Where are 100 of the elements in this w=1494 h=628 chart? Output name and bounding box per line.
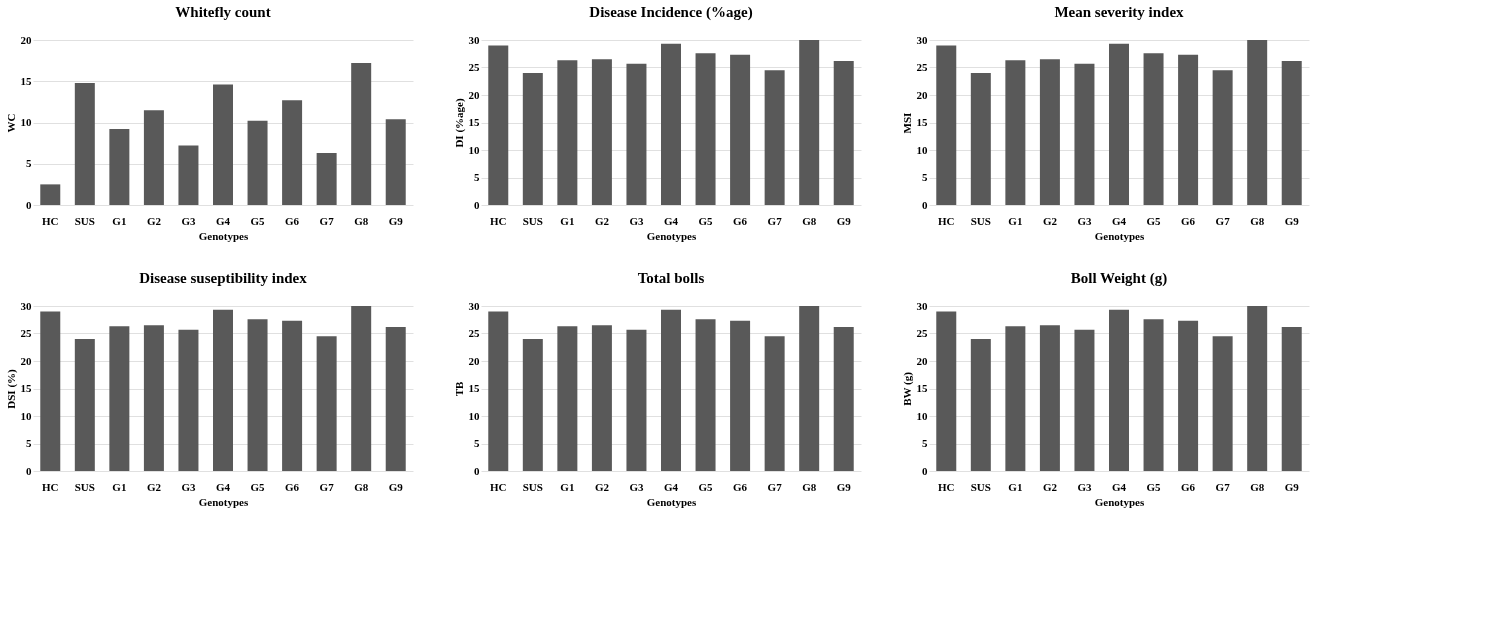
bar (488, 311, 509, 471)
bar (351, 306, 372, 471)
bar (213, 309, 233, 471)
x-tick-label: G2 (594, 480, 610, 493)
x-tick-label: G4 (663, 480, 679, 493)
y-tick-label: 20 (468, 88, 480, 101)
bar (833, 326, 854, 471)
x-tick-label: G6 (1181, 214, 1196, 227)
x-tick-label: G6 (285, 480, 300, 493)
bar (695, 319, 716, 471)
bar (143, 110, 164, 205)
chart-title: Boll Weight (g) (1070, 270, 1168, 287)
y-tick-label: 10 (468, 143, 480, 156)
x-tick-label: G1 (560, 214, 575, 227)
bar (40, 311, 61, 471)
bar (178, 329, 199, 471)
bar (730, 320, 751, 471)
y-tick-label: 20 (20, 33, 32, 46)
y-tick-label: 30 (20, 299, 32, 312)
y-tick-label: 10 (468, 409, 480, 422)
x-tick-label: G5 (698, 214, 714, 227)
x-tick-label: G2 (1042, 214, 1058, 227)
x-tick-label: G6 (733, 480, 748, 493)
x-tick-label: G2 (1042, 480, 1058, 493)
bar (40, 184, 61, 205)
x-tick-label: HC (42, 214, 59, 227)
x-tick-label: SUS (522, 480, 543, 493)
x-tick-label: G2 (146, 480, 162, 493)
x-tick-label: G4 (663, 214, 679, 227)
bar (764, 336, 785, 471)
x-tick-label: G7 (767, 214, 783, 227)
bar (109, 129, 130, 205)
bar (1039, 59, 1060, 205)
x-tick-label: G3 (181, 214, 196, 227)
bar (1109, 309, 1129, 471)
x-tick-label: HC (490, 214, 507, 227)
chart-title: Disease suseptibility index (139, 270, 308, 286)
bar (591, 325, 612, 471)
y-tick-label: 25 (468, 327, 480, 339)
bar (109, 326, 130, 471)
y-axis-title: DSI (%) (4, 368, 18, 409)
bar (247, 120, 268, 205)
x-tick-label: G7 (319, 214, 335, 227)
bar (833, 60, 854, 205)
chart-title: Mean severity index (1054, 4, 1185, 20)
x-tick-label: G1 (1008, 480, 1023, 493)
bar (1143, 53, 1164, 205)
bar (74, 339, 95, 471)
x-tick-label: G4 (1111, 480, 1127, 493)
bar (213, 84, 233, 205)
y-tick-label: 10 (916, 409, 928, 422)
bar (1178, 54, 1199, 205)
y-axis-title: BW (g) (900, 371, 914, 406)
y-tick-label: 25 (916, 327, 928, 339)
bar (385, 119, 406, 205)
y-tick-label: 5 (922, 437, 928, 449)
chart-title: Whitefly count (175, 4, 271, 20)
x-tick-label: G1 (112, 480, 127, 493)
bar (522, 339, 543, 471)
bar (143, 325, 164, 471)
bar (936, 311, 957, 471)
y-tick-label: 30 (916, 299, 928, 312)
y-tick-label: 5 (474, 437, 480, 449)
x-tick-label: HC (938, 480, 955, 493)
bar (661, 43, 681, 205)
y-tick-label: 25 (468, 61, 480, 73)
x-tick-label: G7 (1215, 480, 1231, 493)
bar (626, 329, 647, 471)
x-tick-label: G8 (802, 480, 817, 493)
y-tick-label: 15 (468, 382, 480, 394)
x-tick-label: G3 (181, 480, 196, 493)
y-tick-label: 25 (20, 327, 32, 339)
x-tick-label: G8 (354, 480, 369, 493)
x-tick-label: G7 (1215, 214, 1231, 227)
bar (1005, 326, 1026, 471)
bar (1281, 60, 1302, 205)
x-tick-label: G4 (215, 480, 231, 493)
y-tick-label: 20 (20, 354, 32, 367)
x-tick-label: G8 (1250, 480, 1265, 493)
x-tick-label: G8 (1250, 214, 1265, 227)
y-tick-label: 20 (468, 354, 480, 367)
bar (1143, 319, 1164, 471)
y-tick-label: 30 (468, 299, 480, 312)
x-tick-label: G5 (1146, 480, 1162, 493)
x-tick-label: HC (42, 480, 59, 493)
x-tick-label: G1 (1008, 214, 1023, 227)
x-tick-label: G9 (1284, 214, 1300, 227)
x-tick-label: G4 (1111, 214, 1127, 227)
y-tick-label: 0 (26, 464, 32, 477)
bar (557, 60, 578, 205)
x-tick-label: G9 (388, 480, 404, 493)
y-tick-label: 0 (474, 464, 480, 477)
x-tick-label: G5 (1146, 214, 1162, 227)
y-tick-label: 30 (916, 33, 928, 46)
bar (1074, 329, 1095, 471)
bar (282, 320, 303, 471)
x-tick-label: G3 (629, 480, 644, 493)
x-tick-label: G9 (836, 480, 852, 493)
bar (936, 45, 957, 205)
y-tick-label: 10 (20, 116, 32, 128)
